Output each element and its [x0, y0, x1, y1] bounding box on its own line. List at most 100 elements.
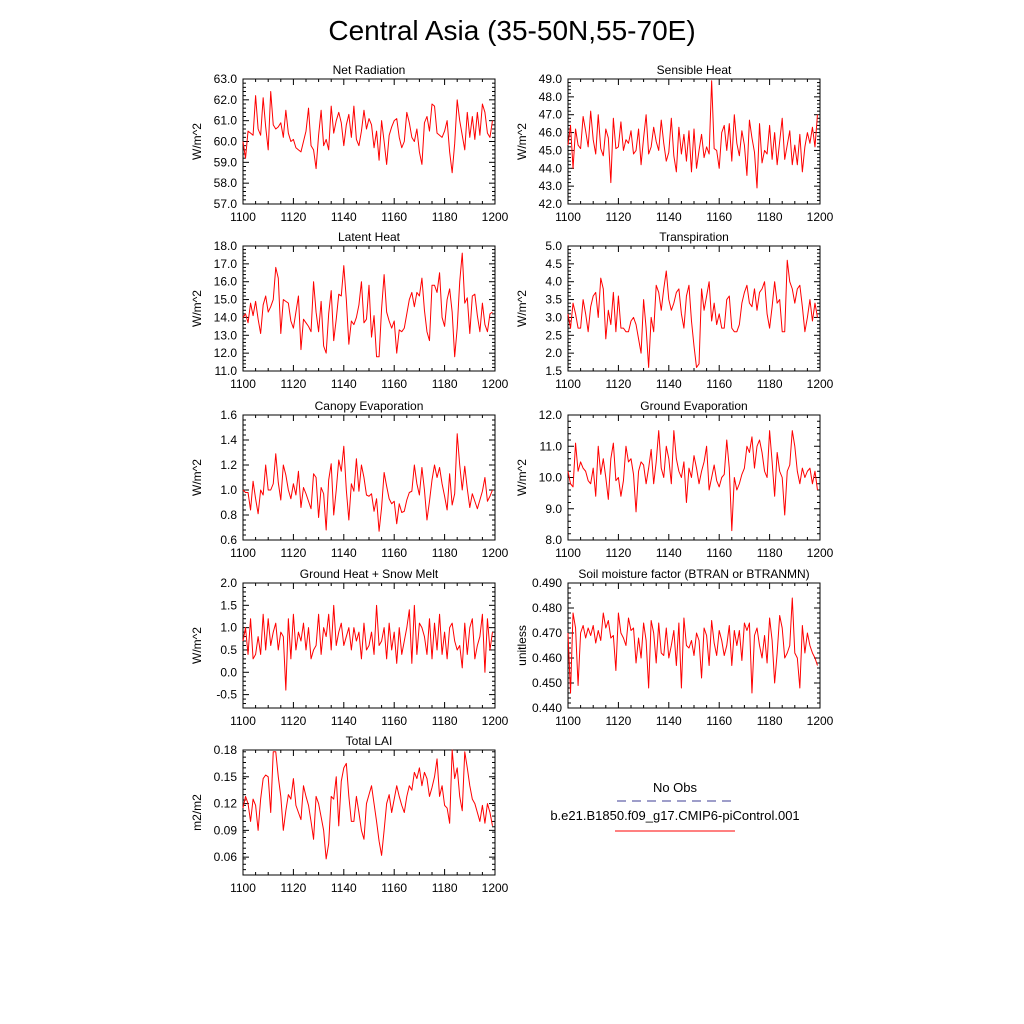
x-tick-label: 1140 — [656, 714, 682, 728]
x-tick-label: 1140 — [331, 210, 357, 224]
x-tick-label: 1180 — [432, 210, 458, 224]
y-tick-label: 13.0 — [214, 328, 238, 342]
x-tick-label: 1120 — [605, 546, 631, 560]
y-tick-label: 0.09 — [214, 823, 238, 837]
y-axis-label: W/m^2 — [515, 123, 529, 160]
y-tick-label: 1.5 — [545, 364, 562, 378]
chart-panel: Transpiration W/m^2 1100 1120 1140 1160 1180 12… — [515, 230, 834, 391]
x-tick-label: 1120 — [280, 714, 306, 728]
x-tick-label: 1160 — [706, 714, 732, 728]
plot-frame — [242, 245, 496, 372]
y-tick-label: 2.5 — [545, 328, 562, 342]
x-tick-label: 1100 — [230, 377, 256, 391]
x-tick-label: 1140 — [331, 546, 357, 560]
x-tick-label: 1140 — [656, 377, 682, 391]
y-tick-label: 63.0 — [214, 72, 238, 86]
plot-frame — [242, 78, 496, 205]
y-axis-label: W/m^2 — [190, 459, 204, 496]
x-tick-label: 1200 — [482, 210, 509, 224]
y-tick-label: 0.15 — [214, 770, 238, 784]
series-line — [567, 597, 818, 694]
y-axis-label: m2/m2 — [190, 794, 204, 831]
y-tick-label: 4.5 — [545, 257, 562, 271]
y-tick-label: 16.0 — [214, 275, 238, 289]
y-axis-label: W/m^2 — [515, 459, 529, 496]
y-axis-label: W/m^2 — [515, 290, 529, 327]
y-tick-label: 11.0 — [215, 364, 238, 378]
plot-frame — [567, 245, 821, 372]
x-tick-label: 1200 — [807, 714, 834, 728]
x-tick-label: 1120 — [605, 210, 631, 224]
y-tick-label: 44.0 — [539, 161, 563, 175]
panel-title: Transpiration — [659, 230, 729, 244]
chart-panel: Total LAI m2/m2 1100 1120 1140 1160 1180 1200 0.… — [190, 734, 509, 895]
y-tick-label: 11.0 — [540, 439, 563, 453]
x-tick-label: 1140 — [656, 210, 682, 224]
y-tick-label: 0.440 — [532, 701, 562, 715]
x-tick-label: 1140 — [331, 881, 357, 895]
x-tick-label: 1180 — [757, 210, 783, 224]
x-tick-label: 1160 — [381, 546, 407, 560]
panel-title: Sensible Heat — [657, 63, 732, 77]
y-tick-label: 3.0 — [545, 310, 562, 324]
y-tick-label: 3.5 — [545, 293, 562, 307]
y-tick-label: 0.480 — [532, 601, 562, 615]
y-tick-label: -0.5 — [216, 688, 237, 702]
series-line — [567, 430, 818, 532]
chart-panel: Net Radiation W/m^2 1100 1120 1140 1160 1180 12… — [190, 63, 509, 224]
panel-title: Soil moisture factor (BTRAN or BTRANMN) — [578, 567, 809, 581]
x-tick-label: 1100 — [230, 210, 256, 224]
y-tick-label: 57.0 — [214, 197, 238, 211]
y-tick-label: 42.0 — [539, 197, 563, 211]
x-tick-label: 1100 — [230, 714, 256, 728]
y-axis-label: W/m^2 — [190, 290, 204, 327]
x-tick-label: 1100 — [230, 881, 256, 895]
y-tick-label: 59.0 — [214, 155, 238, 169]
x-tick-label: 1200 — [807, 377, 834, 391]
y-tick-label: 47.0 — [539, 108, 563, 122]
panel-title: Net Radiation — [333, 63, 406, 77]
plot-frame — [567, 78, 821, 205]
y-tick-label: 0.490 — [532, 576, 562, 590]
panel-title: Latent Heat — [338, 230, 401, 244]
y-tick-label: 0.460 — [532, 651, 562, 665]
x-tick-label: 1200 — [482, 546, 509, 560]
chart-panel: Sensible Heat W/m^2 1100 1120 1140 1160 1180 12… — [515, 63, 834, 224]
y-tick-label: 18.0 — [214, 239, 238, 253]
series-line — [567, 259, 818, 368]
panel-title: Ground Evaporation — [640, 399, 747, 413]
chart-panels: Net Radiation W/m^2 1100 1120 1140 1160 1180 12… — [190, 63, 834, 895]
series-line — [242, 749, 493, 860]
y-tick-label: 0.470 — [532, 626, 562, 640]
x-tick-label: 1180 — [757, 714, 783, 728]
y-tick-label: 5.0 — [545, 239, 562, 253]
y-tick-label: 45.0 — [539, 143, 563, 157]
y-tick-label: 0.0 — [220, 665, 237, 679]
series-line — [567, 80, 818, 189]
x-tick-label: 1100 — [555, 210, 581, 224]
y-tick-label: 1.5 — [220, 598, 237, 612]
x-tick-label: 1100 — [555, 377, 581, 391]
x-tick-label: 1180 — [432, 377, 458, 391]
y-tick-label: 1.4 — [220, 433, 237, 447]
y-tick-label: 49.0 — [539, 72, 563, 86]
y-tick-label: 1.0 — [220, 621, 237, 635]
x-tick-label: 1200 — [482, 881, 509, 895]
y-tick-label: 17.0 — [214, 257, 238, 271]
x-tick-label: 1120 — [280, 546, 306, 560]
y-tick-label: 0.18 — [214, 743, 238, 757]
panel-title: Canopy Evaporation — [315, 399, 424, 413]
x-tick-label: 1200 — [807, 546, 834, 560]
legend: No Obs b.e21.B1850.f09_g17.CMIP6-piContr… — [550, 780, 800, 832]
y-tick-label: 0.6 — [220, 533, 237, 547]
y-tick-label: 58.0 — [214, 176, 238, 190]
x-tick-label: 1200 — [807, 210, 834, 224]
y-tick-label: 2.0 — [220, 576, 237, 590]
x-tick-label: 1140 — [656, 546, 682, 560]
x-tick-label: 1160 — [706, 546, 732, 560]
y-tick-label: 46.0 — [539, 126, 563, 140]
series-line — [242, 604, 493, 691]
y-tick-label: 2.0 — [545, 346, 562, 360]
legend-case-label: b.e21.B1850.f09_g17.CMIP6-piControl.001 — [550, 808, 799, 823]
